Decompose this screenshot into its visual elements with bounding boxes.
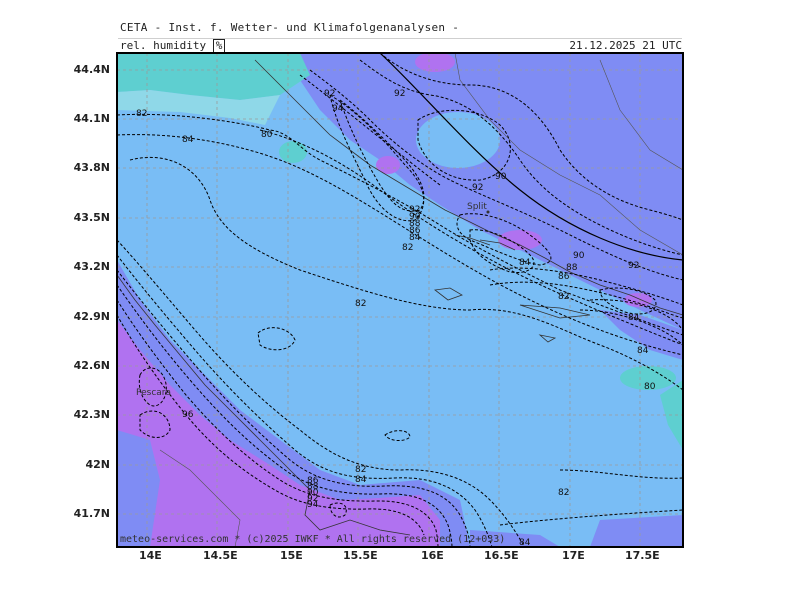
contour-label: 80 <box>261 130 273 140</box>
field-80-85-nw <box>117 53 310 100</box>
field-95-north-1 <box>415 53 455 72</box>
lat-label: 43.5N <box>73 211 110 224</box>
field-95-split <box>498 230 542 250</box>
field-90-south-east <box>590 515 683 547</box>
lat-label: 42.6N <box>73 359 110 372</box>
humidity-field <box>117 53 683 547</box>
lat-label: 44.1N <box>73 112 110 125</box>
city-pescara: Pescara <box>136 388 171 398</box>
lat-label: 42.3N <box>73 408 110 421</box>
coastlines <box>117 59 683 536</box>
contour-label: 82 <box>355 465 366 475</box>
field-90-95-east <box>600 310 683 360</box>
map-frame <box>116 52 684 548</box>
humidity-contours <box>117 53 683 547</box>
contour-label: 84 <box>637 346 649 356</box>
field-80-85-nw-edge <box>117 90 280 125</box>
contour-label: 90 <box>495 172 507 182</box>
city-split: Split <box>467 202 487 212</box>
lon-label: 14.5E <box>203 549 238 562</box>
lon-label: 17.5E <box>625 549 660 562</box>
lon-label: 16.5E <box>484 549 519 562</box>
lon-label: 16E <box>421 549 444 562</box>
contour-label: 80 <box>644 382 656 392</box>
contour-label: 92 <box>628 261 639 271</box>
lat-label: 42N <box>85 458 110 471</box>
contour-label: 86 <box>409 226 421 236</box>
contour-label: 84 <box>519 258 531 268</box>
field-90-south <box>470 530 560 547</box>
contour-label: 82 <box>402 243 413 253</box>
contour-label: 88 <box>307 482 319 492</box>
coastline-solid <box>379 53 683 261</box>
contour-label: 84 <box>409 233 421 243</box>
lat-label: 42.9N <box>73 310 110 323</box>
contour-label: 94 <box>307 500 319 510</box>
contour-label: 90 <box>307 488 319 498</box>
contour-label: 96 <box>182 410 194 420</box>
field-80-islet-1 <box>279 141 307 163</box>
parameter-name: rel. humidity <box>120 39 207 52</box>
lon-label: 14E <box>139 549 162 562</box>
contour-label: 82 <box>136 109 147 119</box>
contour-label: 90 <box>573 251 585 261</box>
lat-lon-grid <box>117 53 683 547</box>
contour-label: 94 <box>332 104 344 114</box>
borders <box>159 53 683 547</box>
contour-label: 92 <box>394 89 405 99</box>
contour-label: 82 <box>355 299 366 309</box>
contour-label: 92 <box>472 183 483 193</box>
contour-label: 84 <box>628 313 640 323</box>
contour-label: 86 <box>558 272 570 282</box>
title-divider <box>118 38 682 39</box>
contour-label: 84 <box>355 475 367 485</box>
copyright-footer: meteo-services.com * (c)2025 IWKF * All … <box>120 534 506 545</box>
contour-label: 88 <box>409 219 421 229</box>
field-90-italy-inner <box>117 430 160 547</box>
city-split-marker <box>486 210 490 214</box>
contour-label: 84 <box>182 135 194 145</box>
valid-datetime: 21.12.2025 21 UTC <box>569 39 682 52</box>
lat-label: 43.2N <box>73 260 110 273</box>
field-95-east <box>624 293 652 307</box>
field-90-95-north <box>300 53 683 330</box>
lon-label: 17E <box>562 549 585 562</box>
lon-label: 15.5E <box>343 549 378 562</box>
contour-label: 88 <box>566 263 578 273</box>
field-95-italy <box>117 320 440 547</box>
contour-label: 84 <box>519 538 531 548</box>
contour-label: 82 <box>558 488 569 498</box>
lon-label: 15E <box>280 549 303 562</box>
lat-label: 41.7N <box>73 507 110 520</box>
contour-label: 92 <box>307 494 318 504</box>
contour-label: 92 <box>324 89 335 99</box>
lat-label: 43.8N <box>73 161 110 174</box>
field-95-north-2 <box>376 156 400 174</box>
contour-label: 82 <box>558 292 569 302</box>
field-80-east <box>620 366 676 390</box>
contour-label: 86 <box>307 476 319 486</box>
contour-label: 92 <box>409 205 420 215</box>
map-title: CETA - Inst. f. Wetter- und Klimafolgena… <box>120 21 460 34</box>
lat-label: 44.4N <box>73 63 110 76</box>
contour-label: 90 <box>409 212 421 222</box>
